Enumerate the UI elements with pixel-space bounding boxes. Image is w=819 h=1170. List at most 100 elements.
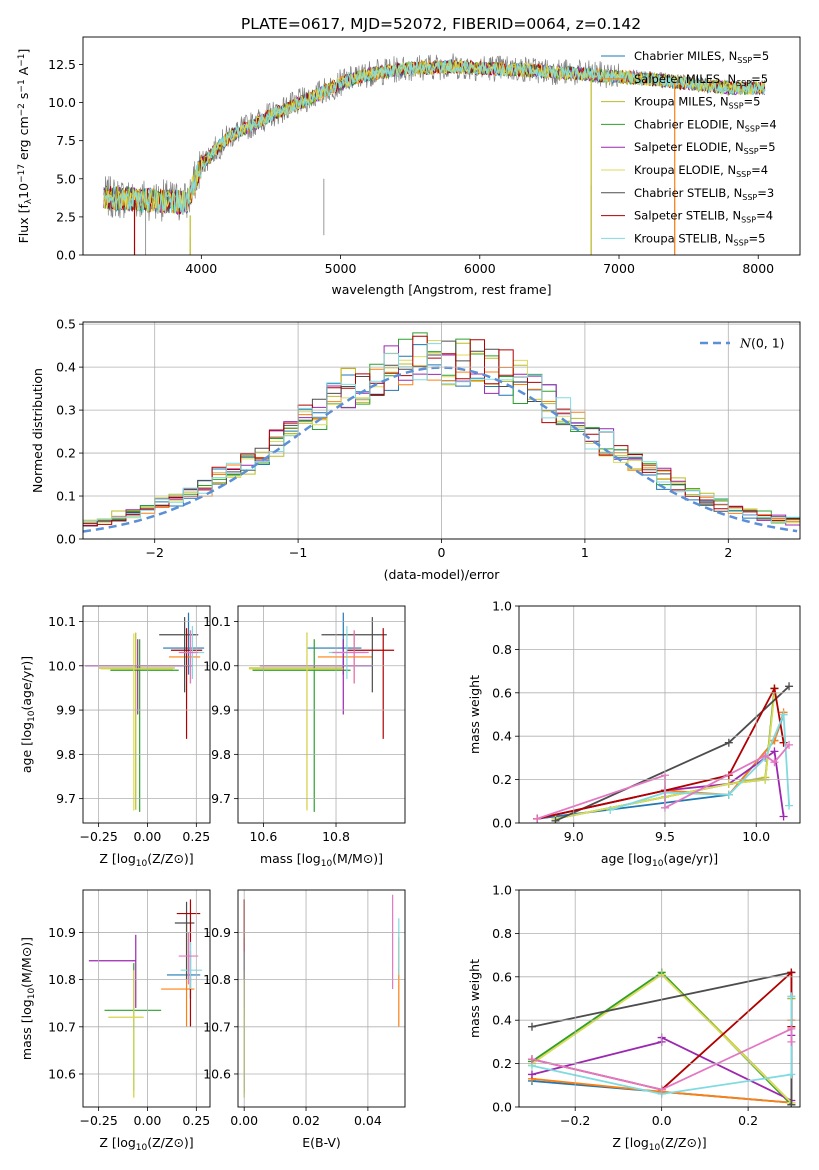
- x-tick-label: 0.25: [182, 829, 210, 844]
- label-part: λ: [24, 198, 34, 204]
- y-tick-label: 0.5: [56, 317, 76, 332]
- plot-area: [533, 682, 794, 823]
- x-tick-label: 7000: [603, 261, 635, 276]
- legend-sub: SSP: [744, 147, 759, 156]
- y-tick-label: 7.5: [56, 133, 76, 148]
- y-tick-label: 12.5: [48, 57, 76, 72]
- x-tick-label: 6000: [464, 261, 496, 276]
- legend-entry: N(0, 1): [739, 336, 785, 351]
- y-tick-label: 0.6: [492, 969, 512, 984]
- axes-residuals: −2 −1 0 1 2 0.0 0.1 0.2 0.3 0.4 0.5 (data-model)/er…: [30, 317, 801, 582]
- weight-marker: [724, 779, 733, 788]
- label-part: s: [16, 93, 31, 104]
- label-main: Z [log: [99, 1135, 135, 1150]
- x-tick-label: 10.6: [249, 829, 277, 844]
- legend-tail: =5: [744, 95, 761, 109]
- legend-tail: =5: [749, 231, 766, 245]
- weight-marker: [770, 758, 779, 767]
- y-tick-label: 10.9: [48, 925, 76, 940]
- y-tick-label: 0.2: [56, 446, 76, 461]
- x-tick-label: −1: [289, 545, 307, 560]
- legend-sub: SSP: [729, 102, 744, 111]
- legend-symbol: N: [739, 336, 752, 351]
- weight-marker: [779, 710, 788, 719]
- weight-marker: [787, 1037, 796, 1046]
- x-axis-label: age [log10(age/yr)]: [601, 851, 718, 869]
- weight-marker: [533, 814, 542, 823]
- y-tick-label: 10.7: [203, 1019, 231, 1034]
- y-tick-label: 2.5: [56, 209, 76, 224]
- label-sub: 10: [652, 859, 664, 869]
- legend-tail: =3: [757, 186, 774, 200]
- plot-area: [84, 612, 205, 812]
- plot-layer: 4000 5000 6000 7000 80000.02.55.07.510.012.5…: [16, 36, 801, 1153]
- label-sub: 10: [27, 988, 37, 1000]
- legend-text: Chabrier STELIB, N: [634, 186, 742, 200]
- y-axis-label: mass [log10(M/M⊙)]: [19, 937, 37, 1060]
- label-part: −17: [17, 164, 27, 183]
- weight-marker: [770, 684, 779, 693]
- legend-sub: SSP: [745, 124, 760, 133]
- weight-marker: [527, 1070, 536, 1079]
- legend-tail: =5: [751, 72, 768, 86]
- label-sub: 10: [136, 1143, 148, 1153]
- x-tick-label: −0.25: [79, 829, 117, 844]
- label-rest: (M/M⊙)]: [332, 851, 383, 866]
- label-rest: (Z/Z⊙)]: [147, 1135, 193, 1150]
- weight-marker: [527, 1055, 536, 1064]
- y-axis-label: mass weight: [467, 959, 482, 1038]
- legend-text: Chabrier MILES, N: [634, 49, 737, 63]
- legend-sub: SSP: [736, 79, 751, 88]
- label-rest: (age/yr)]: [19, 656, 34, 711]
- axes-spectrum: 4000 5000 6000 7000 8000 0.0 2.5 5.0 7.5 10.0 12.5…: [16, 36, 801, 297]
- label-main: age [log: [19, 722, 34, 773]
- legend-sub: SSP: [741, 216, 756, 225]
- axes-mass-age: 10.6 10.8 9.7 9.8 9.9 10.0 10.1 mass [log10(M/M…: [203, 605, 406, 869]
- x-tick-label: 0.0: [652, 1113, 672, 1128]
- label-part: erg cm: [16, 116, 31, 164]
- y-axis-label: Flux [fλ10−17 erg cm−2 s−1 A−1]: [16, 49, 34, 244]
- y-tick-label: 5.0: [56, 171, 76, 186]
- legend-entry: Kroupa ELODIE, NSSP=4: [634, 163, 768, 179]
- x-tick-label: 0.00: [134, 1113, 162, 1128]
- x-axis-label: Z [log10(Z/Z⊙)]: [612, 1135, 706, 1153]
- label-main: mass [log: [19, 999, 34, 1060]
- x-tick-label: 0.00: [134, 829, 162, 844]
- x-tick-label: 4000: [185, 261, 217, 276]
- legend-text: Salpeter ELODIE, N: [634, 140, 744, 154]
- axes-frame: [237, 889, 406, 1108]
- axes-frame: [518, 889, 801, 1108]
- legend-entry: Salpeter ELODIE, NSSP=5: [634, 140, 776, 156]
- legend-text: Chabrier ELODIE, N: [634, 117, 745, 131]
- normal-curve: [83, 366, 798, 533]
- legend-text: Kroupa ELODIE, N: [634, 163, 736, 177]
- y-tick-label: 0.4: [492, 729, 512, 744]
- y-tick-label: 10.1: [203, 614, 231, 629]
- x-tick-label: 5000: [325, 261, 357, 276]
- weight-marker: [761, 751, 770, 760]
- label-rest: (Z/Z⊙)]: [147, 851, 193, 866]
- legend-tail: =4: [751, 163, 768, 177]
- label-main: Z [log: [612, 1135, 648, 1150]
- label-main: age [log: [601, 851, 652, 866]
- y-tick-label: 10.0: [48, 95, 76, 110]
- x-tick-label: 10.0: [742, 829, 770, 844]
- label-part: ]: [16, 49, 31, 54]
- x-tick-label: 0: [438, 545, 446, 560]
- y-tick-label: 0.4: [56, 360, 76, 375]
- weight-marker: [724, 738, 733, 747]
- y-tick-label: 1.0: [492, 883, 512, 898]
- y-tick-label: 1.0: [492, 599, 512, 614]
- plot-area: [243, 894, 400, 1098]
- weight-marker: [606, 805, 615, 814]
- y-tick-label: 9.8: [56, 747, 76, 762]
- label-sub: 10: [321, 859, 333, 869]
- legend-args: (0, 1): [751, 336, 785, 351]
- y-tick-label: 0.2: [492, 772, 512, 787]
- legend-tail: =5: [759, 140, 776, 154]
- y-tick-label: 0.0: [56, 248, 76, 263]
- axes-frame: [82, 605, 211, 824]
- y-tick-label: 10.8: [48, 972, 76, 987]
